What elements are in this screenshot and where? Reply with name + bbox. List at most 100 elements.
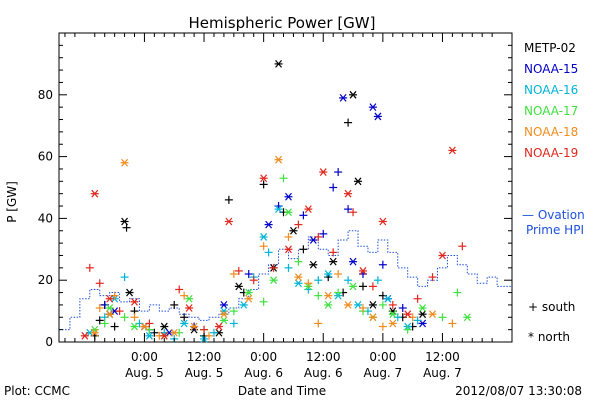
legend-entry-noaa-18: NOAA-18	[524, 125, 578, 139]
point-noaa-18	[205, 331, 214, 340]
marker-legend-north: * north	[528, 330, 570, 344]
point-noaa-17	[349, 282, 358, 291]
x-tick-time-label: 0:00	[250, 350, 277, 364]
point-metp-02	[160, 322, 169, 331]
point-noaa-17	[334, 288, 343, 297]
point-metp-02	[234, 282, 243, 291]
point-noaa-18	[448, 319, 457, 328]
point-noaa-17	[463, 313, 472, 322]
point-noaa-18	[170, 328, 179, 337]
x-tick-date-label: Aug. 7	[364, 366, 403, 380]
point-noaa-16	[209, 328, 218, 337]
point-noaa-17	[219, 316, 228, 325]
x-tick-date-label: Aug. 6	[244, 366, 283, 380]
point-noaa-15	[378, 260, 387, 269]
point-noaa-15	[339, 93, 348, 102]
point-noaa-15	[299, 211, 308, 220]
point-noaa-19	[358, 267, 367, 275]
point-noaa-18	[140, 322, 149, 331]
point-noaa-17	[244, 288, 253, 297]
point-noaa-15	[344, 205, 353, 214]
point-noaa-16	[354, 301, 363, 309]
point-noaa-16	[294, 279, 303, 288]
point-noaa-19	[145, 319, 154, 328]
point-noaa-18	[428, 310, 437, 319]
x-tick-time-label: 12:00	[187, 350, 222, 364]
point-metp-02	[349, 90, 358, 99]
point-noaa-19	[105, 294, 114, 303]
point-noaa-16	[120, 273, 129, 282]
point-noaa-19	[249, 276, 258, 285]
point-noaa-19	[329, 248, 338, 257]
point-noaa-18	[284, 232, 293, 241]
point-metp-02	[329, 257, 338, 266]
point-noaa-15	[349, 257, 358, 266]
point-noaa-18	[324, 291, 333, 300]
point-noaa-15	[284, 192, 293, 201]
point-noaa-19	[349, 208, 358, 217]
point-noaa-19	[388, 300, 397, 309]
point-metp-02	[259, 180, 268, 189]
point-noaa-17	[294, 257, 303, 266]
point-noaa-17	[100, 319, 109, 328]
point-noaa-18	[190, 322, 199, 331]
point-metp-02	[180, 313, 189, 322]
point-noaa-17	[185, 294, 194, 303]
point-metp-02	[110, 322, 119, 331]
point-metp-02	[95, 316, 104, 325]
y-axis-label: P [GW]	[5, 181, 19, 223]
point-noaa-18	[368, 313, 377, 322]
point-metp-02	[309, 260, 318, 269]
point-noaa-15	[334, 168, 343, 177]
point-noaa-19	[259, 174, 268, 183]
plot-frame	[58, 32, 513, 343]
point-noaa-17	[105, 304, 114, 312]
x-tick-date-label: Aug. 5	[125, 366, 164, 380]
y-tick-label: 60	[38, 150, 53, 164]
point-noaa-16	[274, 205, 283, 214]
point-noaa-17	[453, 288, 462, 297]
x-tick-date-label: Aug. 6	[304, 366, 343, 380]
point-noaa-15	[418, 319, 427, 328]
x-tick-time-label: 12:00	[425, 350, 460, 364]
point-noaa-18	[120, 158, 129, 167]
point-noaa-16	[180, 319, 189, 328]
point-noaa-15	[329, 183, 338, 192]
point-noaa-18	[334, 270, 343, 279]
x-tick-date-label: Aug. 7	[423, 366, 462, 380]
point-noaa-19	[314, 232, 323, 241]
point-noaa-16	[259, 233, 268, 241]
point-noaa-17	[269, 276, 278, 285]
point-noaa-19	[319, 168, 328, 176]
point-noaa-17	[120, 313, 129, 322]
point-metp-02	[354, 177, 363, 186]
point-noaa-19	[85, 263, 94, 272]
point-noaa-16	[264, 248, 273, 257]
point-noaa-19	[448, 146, 457, 155]
y-tick-label: 20	[38, 273, 53, 287]
point-metp-02	[170, 300, 179, 309]
point-noaa-18	[314, 319, 323, 328]
point-noaa-18	[229, 270, 238, 279]
ovation-hpi-line	[59, 230, 512, 331]
point-noaa-17	[259, 297, 268, 306]
point-noaa-19	[80, 331, 89, 340]
point-noaa-19	[160, 331, 169, 340]
point-metp-02	[344, 118, 353, 127]
legend-ovation-line2: Prime HPI	[526, 223, 584, 237]
legend-entry-noaa-19: NOAA-19	[524, 146, 578, 160]
x-tick-time-label: 12:00	[306, 350, 341, 364]
point-noaa-16	[314, 276, 323, 285]
point-noaa-18	[259, 242, 268, 251]
point-noaa-18	[95, 304, 104, 313]
data-points	[80, 60, 472, 343]
point-noaa-15	[368, 103, 377, 112]
legend-entry-noaa-16: NOAA-16	[524, 83, 578, 97]
point-noaa-19	[428, 273, 437, 282]
point-metp-02	[120, 217, 129, 226]
point-noaa-18	[274, 155, 283, 164]
legend: METP-02 NOAA-15 NOAA-16 NOAA-17 NOAA-18 NOAA-…	[522, 41, 585, 344]
point-noaa-19	[90, 189, 99, 198]
point-noaa-17	[130, 322, 139, 331]
legend-entry-metp-02: METP-02	[524, 41, 576, 55]
